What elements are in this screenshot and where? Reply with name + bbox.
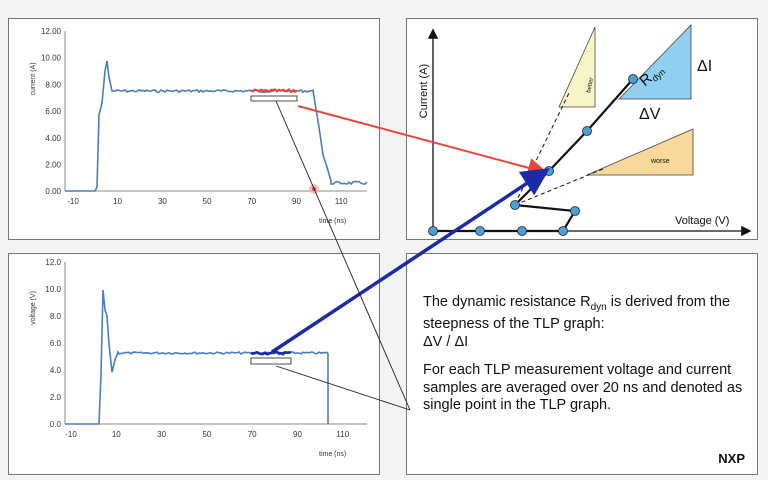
voltage-x-tick-label: 110: [336, 430, 349, 439]
voltage-x-axis-title: time (ns): [319, 451, 346, 458]
rdyn-triangle: [618, 24, 692, 100]
tlp-point: [475, 226, 485, 236]
current-x-tick-label: 30: [158, 197, 167, 206]
current-marker-dot: [312, 187, 316, 191]
tlp-point: [428, 226, 438, 236]
better-triangle: [558, 26, 596, 108]
tlp-point: [628, 74, 638, 84]
voltage-y-tick-label: 10.0: [45, 285, 61, 294]
better-dashed-line: [514, 92, 570, 205]
current-y-tick-label: 8.00: [45, 80, 61, 89]
current-chart-panel: current (A) 12.00 10.00 8.00 6.00 4.00 2.00 0.…: [8, 18, 380, 240]
voltage-y-tick-label: 0.0: [50, 420, 62, 429]
brand-label: NXP: [718, 451, 745, 466]
voltage-x-tick-label: 90: [293, 430, 302, 439]
voltage-x-tick-label: 30: [157, 430, 166, 439]
voltage-average-bracket: [250, 357, 292, 365]
voltage-y-tick-label: 12.0: [45, 258, 61, 267]
voltage-chart: voltage (V) 12.0 10.0 8.0 6.0 4.0 2.0 0.0 -10 1…: [30, 258, 367, 458]
description-paragraph-2: For each TLP measurement voltage and cur…: [423, 362, 743, 414]
current-x-tick-label: 110: [335, 197, 348, 206]
current-x-tick-label: 50: [203, 197, 212, 206]
description-formula: ΔV / ΔI: [423, 333, 469, 350]
tlp-point: [544, 166, 554, 176]
tlp-curve-panel: Current (A) Voltage (V) better worse Rdy…: [406, 18, 758, 240]
voltage-x-tick-label: 10: [112, 430, 121, 439]
current-x-tick-label: 10: [113, 197, 122, 206]
tlp-curve-chart: Current (A) Voltage (V) better worse Rdy…: [418, 24, 752, 237]
voltage-y-tick-label: 4.0: [50, 366, 62, 375]
current-chart: current (A) 12.00 10.00 8.00 6.00 4.00 2.00 0.…: [30, 27, 368, 225]
current-y-tick-label: 6.00: [45, 107, 61, 116]
current-x-tick-label: 70: [247, 197, 256, 206]
delta-v-label: ΔV: [639, 106, 661, 123]
tlp-point: [570, 206, 580, 216]
voltage-y-axis-title: voltage (V): [30, 291, 37, 325]
current-y-tick-label: 2.00: [45, 161, 61, 170]
description-p1-sub: dyn: [590, 301, 607, 313]
current-y-tick-label: 4.00: [45, 134, 61, 143]
voltage-x-tick-label: 50: [202, 430, 211, 439]
current-y-tick-label: 10.00: [41, 54, 62, 63]
description-text: The dynamic resistance Rdyn is derived f…: [423, 294, 753, 426]
worse-triangle: [586, 128, 694, 176]
voltage-y-tick-label: 2.0: [50, 393, 62, 402]
current-y-tick-label: 12.00: [41, 27, 62, 36]
tlp-point: [558, 226, 568, 236]
current-x-tick-label: -10: [67, 197, 79, 206]
tlp-point: [517, 226, 527, 236]
current-x-tick-label: 90: [292, 197, 301, 206]
voltage-x-tick-label: 70: [248, 430, 257, 439]
current-waveform-line: [65, 60, 368, 192]
current-y-axis-title: current (A): [30, 62, 37, 95]
current-y-tick-label: 0.00: [45, 187, 61, 196]
tlp-y-axis-title: Current (A): [418, 64, 430, 118]
better-label: better: [586, 77, 595, 93]
description-paragraph-1: The dynamic resistance Rdyn is derived f…: [423, 294, 753, 351]
voltage-y-tick-label: 6.0: [50, 339, 62, 348]
voltage-y-tick-label: 8.0: [50, 312, 62, 321]
current-averaging-window: [251, 88, 298, 94]
worse-dashed-line: [514, 168, 604, 206]
delta-i-label: ΔI: [697, 58, 712, 75]
voltage-x-tick-label: -10: [65, 430, 77, 439]
tlp-point: [510, 200, 520, 210]
voltage-chart-panel: voltage (V) 12.0 10.0 8.0 6.0 4.0 2.0 0.0 -10 1…: [8, 253, 380, 475]
description-p1-prefix: The dynamic resistance R: [423, 294, 591, 310]
voltage-averaging-window: [250, 350, 292, 356]
tlp-points: [428, 74, 638, 236]
tlp-point: [582, 126, 592, 136]
tlp-curve-line: [433, 78, 634, 233]
voltage-waveform-line: [65, 289, 329, 425]
worse-label: worse: [650, 158, 670, 165]
tlp-x-axis-title: Voltage (V): [675, 215, 729, 227]
current-average-bracket: [250, 95, 298, 102]
current-x-axis-title: time (ns): [319, 218, 346, 225]
explanation-panel: The dynamic resistance Rdyn is derived f…: [406, 253, 758, 475]
